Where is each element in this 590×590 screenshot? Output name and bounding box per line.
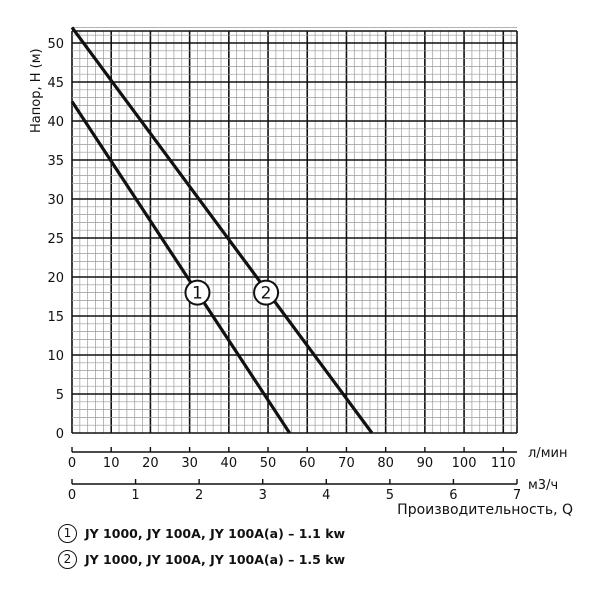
y-tick-label: 40 xyxy=(47,115,64,130)
legend-item-2: 2 JY 1000, JY 100A, JY 100A(a) – 1.5 kw xyxy=(58,550,345,569)
x-tick-label-m3h: 3 xyxy=(259,488,267,503)
y-tick-label: 20 xyxy=(47,271,64,286)
legend-marker-2: 2 xyxy=(58,550,77,569)
curve-marker-label-1: 1 xyxy=(192,284,203,304)
x-axis-label: Производительность, Q xyxy=(397,502,573,518)
x-tick-label-lpm: 20 xyxy=(142,456,159,471)
y-tick-label: 45 xyxy=(47,76,64,91)
y-tick-label: 35 xyxy=(47,154,64,169)
y-tick-label: 10 xyxy=(47,349,64,364)
x-tick-label-m3h: 6 xyxy=(449,488,457,503)
x-tick-label-lpm: 60 xyxy=(299,456,316,471)
legend-marker-1: 1 xyxy=(58,524,77,543)
y-tick-label: 5 xyxy=(56,388,64,403)
x-tick-label-lpm: 10 xyxy=(103,456,120,471)
x-tick-label-lpm: 80 xyxy=(377,456,394,471)
curve-marker-1 xyxy=(184,279,211,306)
y-tick-label: 0 xyxy=(56,427,64,442)
y-tick-label: 30 xyxy=(47,193,64,208)
curve-marker-label-2: 2 xyxy=(261,284,272,304)
curve-marker-2 xyxy=(253,279,280,306)
x-tick-label-lpm: 70 xyxy=(338,456,355,471)
x-tick-label-m3h: 4 xyxy=(322,488,330,503)
curves xyxy=(70,26,374,434)
x-tick-label-lpm: 100 xyxy=(452,456,477,471)
x-axis-unit-lpm: л/мин xyxy=(528,446,567,461)
x-tick-label-lpm: 110 xyxy=(491,456,516,471)
y-tick-labels: 0 5 10 15 20 25 30 35 40 45 50 xyxy=(47,37,64,442)
x-tick-label-lpm: 30 xyxy=(181,456,198,471)
grid xyxy=(71,27,518,434)
legend-item-1: 1 JY 1000, JY 100A, JY 100A(a) – 1.1 kw xyxy=(58,524,345,543)
x-tick-label-m3h: 1 xyxy=(131,488,139,503)
y-tick-label: 50 xyxy=(47,37,64,52)
x-tick-label-m3h: 5 xyxy=(386,488,394,503)
legend-text-1: JY 1000, JY 100A, JY 100A(a) – 1.1 kw xyxy=(85,526,346,541)
y-tick-label: 15 xyxy=(47,310,64,325)
curve-2 xyxy=(70,26,374,434)
x-tick-label-lpm: 90 xyxy=(417,456,434,471)
legend-text-2: JY 1000, JY 100A, JY 100A(a) – 1.5 kw xyxy=(85,552,346,567)
x-tick-label-lpm: 0 xyxy=(68,456,76,471)
y-axis-label: Напор, Н (м) xyxy=(29,48,44,133)
y-tick-label: 25 xyxy=(47,232,64,247)
x-tick-label-lpm: 50 xyxy=(260,456,277,471)
x-tick-label-lpm: 40 xyxy=(221,456,238,471)
x-axes: 0 10 20 30 40 50 60 70 80 90 100 110 л/мин 0 1 2 3 4 5 6 7 м3… xyxy=(68,446,568,503)
x-tick-label-m3h: 0 xyxy=(68,488,76,503)
curve-1 xyxy=(70,100,291,434)
x-axis-unit-m3h: м3/ч xyxy=(528,478,558,493)
x-tick-label-m3h: 2 xyxy=(195,488,203,503)
x-tick-label-m3h: 7 xyxy=(513,488,521,503)
